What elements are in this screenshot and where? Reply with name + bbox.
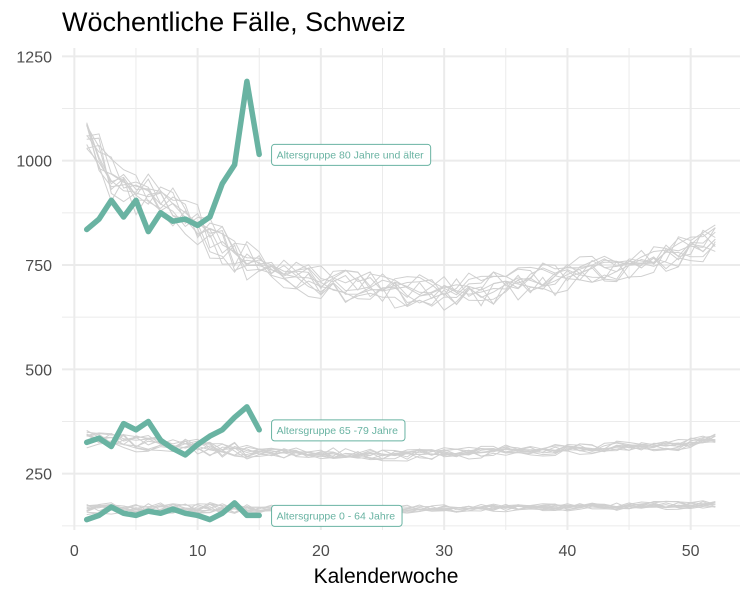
- background-series-line: [86, 125, 716, 308]
- x-tick-label: 30: [435, 543, 453, 560]
- series-label-box: [271, 504, 403, 527]
- x-axis-ticks: 0 10 20 30 40 50: [70, 543, 700, 560]
- x-tick-label: 0: [70, 543, 79, 560]
- x-axis-label: Kalenderwoche: [314, 565, 459, 588]
- x-tick-label: 40: [559, 543, 577, 560]
- highlight-series-lines: [83, 78, 262, 523]
- series-label-box: [271, 143, 432, 166]
- background-series-line: [86, 430, 716, 457]
- y-tick-label: 1250: [16, 49, 52, 66]
- y-axis-ticks: 250 500 750 1000 1250: [16, 49, 52, 483]
- series-label-text: Altersgruppe 0 - 64 Jahre: [277, 510, 396, 522]
- highlight-series-line: [83, 404, 262, 458]
- y-tick-label: 1000: [16, 154, 52, 171]
- series-label-text: Altersgruppe 80 Jahre und älter: [277, 149, 425, 161]
- x-tick-label: 20: [312, 543, 330, 560]
- x-tick-label: 10: [189, 543, 207, 560]
- x-tick-label: 50: [682, 543, 700, 560]
- y-tick-label: 250: [25, 467, 52, 484]
- background-series-line: [86, 124, 716, 307]
- background-series-line: [86, 434, 716, 461]
- background-series-line: [86, 432, 716, 458]
- background-series-line: [86, 124, 716, 296]
- chart-title: Wöchentliche Fälle, Schweiz: [62, 7, 406, 37]
- series-label-text: Altersgruppe 65 -79 Jahre: [277, 425, 399, 437]
- background-series-line: [86, 144, 716, 311]
- major-grid: [62, 48, 740, 530]
- highlight-series-line: [83, 500, 262, 523]
- series-labels: Altersgruppe 80 Jahre und älter Altersgru…: [271, 143, 432, 527]
- series-label-box: [271, 419, 406, 442]
- y-tick-label: 750: [25, 258, 52, 275]
- y-tick-label: 500: [25, 362, 52, 379]
- highlight-series-line: [83, 78, 262, 235]
